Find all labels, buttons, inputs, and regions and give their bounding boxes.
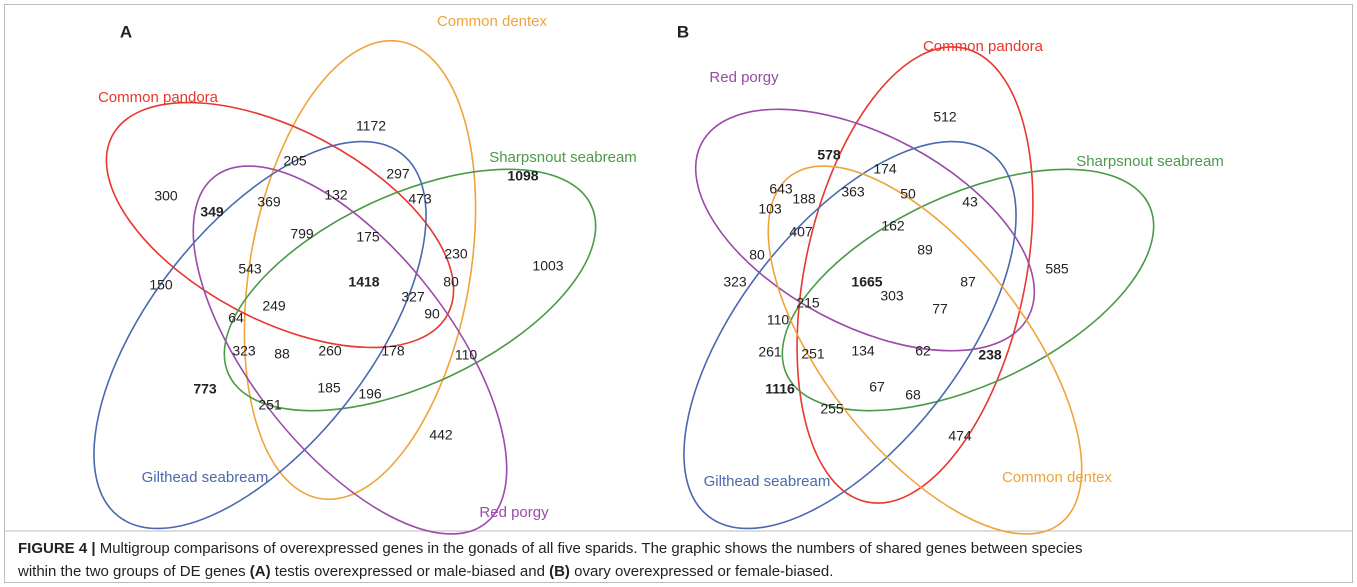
region-count: 132 <box>324 187 348 203</box>
set-outline <box>694 108 1036 352</box>
caption-text: (A) <box>249 563 271 580</box>
region-count: 205 <box>283 153 307 169</box>
set-outline <box>767 165 1083 535</box>
region-count: 251 <box>801 346 825 362</box>
region-count: 43 <box>962 194 978 210</box>
set-label: Red porgy <box>709 69 779 86</box>
region-count: 349 <box>200 204 224 220</box>
region-count: 1116 <box>765 381 795 397</box>
set-outline <box>243 39 477 501</box>
region-count: 62 <box>915 343 931 359</box>
caption-text: (B) <box>549 563 570 580</box>
panel-label: A <box>120 22 132 41</box>
region-count: 442 <box>429 427 453 443</box>
region-count: 134 <box>851 343 875 359</box>
region-count: 303 <box>880 288 904 304</box>
region-count: 407 <box>789 224 813 240</box>
region-count: 150 <box>149 277 173 293</box>
region-count: 110 <box>767 312 790 328</box>
region-count: 185 <box>317 380 341 396</box>
region-count: 474 <box>948 428 972 444</box>
region-count: 87 <box>960 274 976 290</box>
set-outline <box>93 140 427 530</box>
region-count: 64 <box>228 310 244 326</box>
region-count: 260 <box>318 343 342 359</box>
venn-panel: A Common dentex Common pandora Sharpsnout s… <box>93 13 637 535</box>
set-label: Sharpsnout seabream <box>489 149 637 166</box>
region-count: 89 <box>917 242 933 258</box>
set-label: Gilthead seabream <box>142 469 269 486</box>
region-count: 110 <box>455 347 478 363</box>
region-count: 50 <box>900 186 916 202</box>
region-count: 80 <box>443 274 459 290</box>
region-count: 297 <box>386 166 410 182</box>
set-label: Common dentex <box>437 13 548 30</box>
region-count: 255 <box>820 401 844 417</box>
region-count: 1098 <box>507 168 538 184</box>
caption-text: within the two groups of DE genes <box>18 563 250 580</box>
caption-line: within the two groups of DE genes (A) te… <box>18 563 833 580</box>
region-count: 261 <box>758 344 782 360</box>
region-count: 249 <box>262 298 286 314</box>
set-label: Common pandora <box>923 38 1044 55</box>
region-count: 178 <box>381 343 405 359</box>
caption-text: testis overexpressed or male-biased and <box>270 563 550 580</box>
region-count: 215 <box>796 295 820 311</box>
set-label: Sharpsnout seabream <box>1076 153 1224 170</box>
set-label: Red porgy <box>479 504 549 521</box>
set-outline <box>192 165 508 535</box>
region-count: 80 <box>749 247 765 263</box>
set-outline <box>796 46 1034 504</box>
caption-text: ovary overexpressed or female-biased. <box>569 563 834 580</box>
region-count: 543 <box>238 261 262 277</box>
set-label: Common dentex <box>1002 469 1113 486</box>
venn-panel: B Common pandora Red porgy Sharpsnout seabr… <box>677 22 1224 535</box>
region-count: 363 <box>841 184 865 200</box>
region-count: 175 <box>356 229 380 245</box>
caption-text: FIGURE 4 | <box>18 540 96 557</box>
region-count: 162 <box>881 218 905 234</box>
region-count: 578 <box>817 147 841 163</box>
region-count: 67 <box>869 379 885 395</box>
region-count: 323 <box>723 274 747 290</box>
region-count: 799 <box>290 226 314 242</box>
region-count: 88 <box>274 346 290 362</box>
region-count: 103 <box>758 201 782 217</box>
region-count: 230 <box>444 246 468 262</box>
region-count: 585 <box>1045 261 1069 277</box>
region-count: 188 <box>792 191 816 207</box>
region-count: 1418 <box>348 274 379 290</box>
set-outline <box>223 168 597 412</box>
region-count: 196 <box>358 386 382 402</box>
region-count: 1665 <box>851 274 882 290</box>
set-outline <box>781 168 1155 412</box>
region-count: 643 <box>769 181 793 197</box>
region-count: 473 <box>408 191 432 207</box>
region-count: 369 <box>257 194 281 210</box>
set-label: Gilthead seabream <box>704 473 831 490</box>
region-count: 68 <box>905 387 921 403</box>
region-count: 1003 <box>532 258 563 274</box>
region-count: 327 <box>401 289 425 305</box>
region-count: 77 <box>932 301 948 317</box>
panel-label: B <box>677 22 689 41</box>
region-count: 238 <box>978 347 1002 363</box>
caption-line: FIGURE 4 | Multigroup comparisons of ove… <box>18 540 1083 557</box>
figure-frame <box>4 4 1353 583</box>
caption-text: Multigroup comparisons of overexpressed … <box>95 540 1083 557</box>
region-count: 323 <box>232 343 256 359</box>
set-outline <box>683 140 1017 530</box>
region-count: 512 <box>933 109 957 125</box>
region-count: 773 <box>193 381 217 397</box>
region-count: 1172 <box>356 118 386 134</box>
region-count: 251 <box>258 397 282 413</box>
region-count: 300 <box>154 188 178 204</box>
set-label: Common pandora <box>98 89 219 106</box>
region-count: 90 <box>424 306 440 322</box>
region-count: 174 <box>873 161 897 177</box>
